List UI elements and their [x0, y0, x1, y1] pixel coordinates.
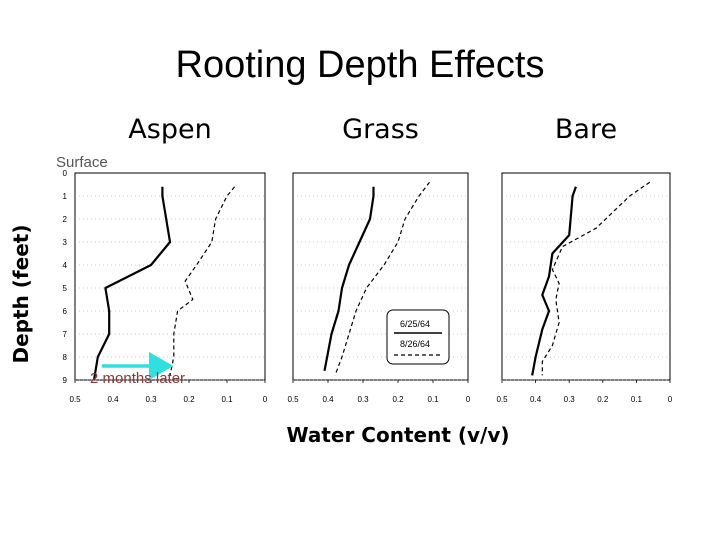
- panel-aspen: Aspen 0 1 2 3 4 5 6 7 8 9 0.5 0.4 0.3 0.2 0.1 0: [63, 114, 268, 404]
- legend: 6/25/64 8/26/64: [386, 309, 450, 365]
- x-tick-label: 0.3: [564, 395, 576, 404]
- x-tick-label: 0.3: [145, 395, 157, 404]
- x-tick-label: 0.5: [69, 395, 81, 404]
- plot-frame-aspen: [74, 172, 266, 381]
- panel-title-bare: Bare: [555, 114, 617, 145]
- series-line-bare-jun: [531, 186, 577, 376]
- x-tick-label: 0.5: [287, 395, 299, 404]
- x-tick-label: 0: [466, 395, 471, 404]
- surface-label: Surface: [56, 154, 108, 171]
- y-tick-label: 0: [63, 169, 68, 178]
- x-tick-label: 0.2: [392, 395, 404, 404]
- y-tick-label: 3: [63, 238, 68, 247]
- two-months-label: 2 months later: [90, 370, 185, 387]
- x-tick-label: 0.4: [530, 395, 542, 404]
- panel-title-grass: Grass: [342, 114, 419, 145]
- panel-bare: Bare 0.5 0.4 0.3 0.2 0.1 0: [496, 114, 672, 404]
- x-tick-label: 0.1: [427, 395, 439, 404]
- x-tick-label: 0.5: [496, 395, 508, 404]
- x-tick-label: 0.3: [357, 395, 369, 404]
- series-line-bare-aug: [541, 181, 651, 376]
- plot-frame-bare: [501, 172, 671, 381]
- legend-label-1: 6/25/64: [400, 319, 430, 329]
- legend-label-2: 8/26/64: [400, 339, 430, 349]
- x-tick-label: 0: [668, 395, 673, 404]
- y-tick-label: 6: [63, 307, 68, 316]
- y-tick-label: 2: [63, 215, 68, 224]
- panel-title-aspen: Aspen: [128, 114, 211, 145]
- y-tick-label: 8: [63, 353, 68, 362]
- y-tick-label: 7: [63, 330, 68, 339]
- series-line-grass-jun: [323, 186, 375, 372]
- x-tick-label: 0.2: [183, 395, 195, 404]
- series-line-aspen-aug: [169, 186, 236, 376]
- y-tick-label: 5: [63, 284, 68, 293]
- y-tick-label: 9: [63, 376, 68, 385]
- plot-frame-grass: [292, 172, 469, 381]
- series-line-grass-aug: [334, 181, 430, 376]
- panel-grass: Grass 0.5 0.4 0.3 0.2 0.1 0: [287, 114, 470, 404]
- x-tick-label: 0.2: [597, 395, 609, 404]
- x-axis-title: Water Content (v/v): [287, 423, 510, 447]
- slide-title: Rooting Depth Effects: [175, 44, 545, 86]
- x-tick-label: 0.1: [221, 395, 233, 404]
- x-tick-label: 0.4: [107, 395, 119, 404]
- y-tick-label: 1: [63, 192, 68, 201]
- x-tick-label: 0.4: [322, 395, 334, 404]
- series-line-aspen-jun: [92, 186, 172, 381]
- x-tick-label: 0: [263, 395, 268, 404]
- y-tick-label: 4: [63, 261, 68, 270]
- x-tick-label: 0.1: [631, 395, 643, 404]
- y-axis-title: Depth (feet): [9, 225, 33, 364]
